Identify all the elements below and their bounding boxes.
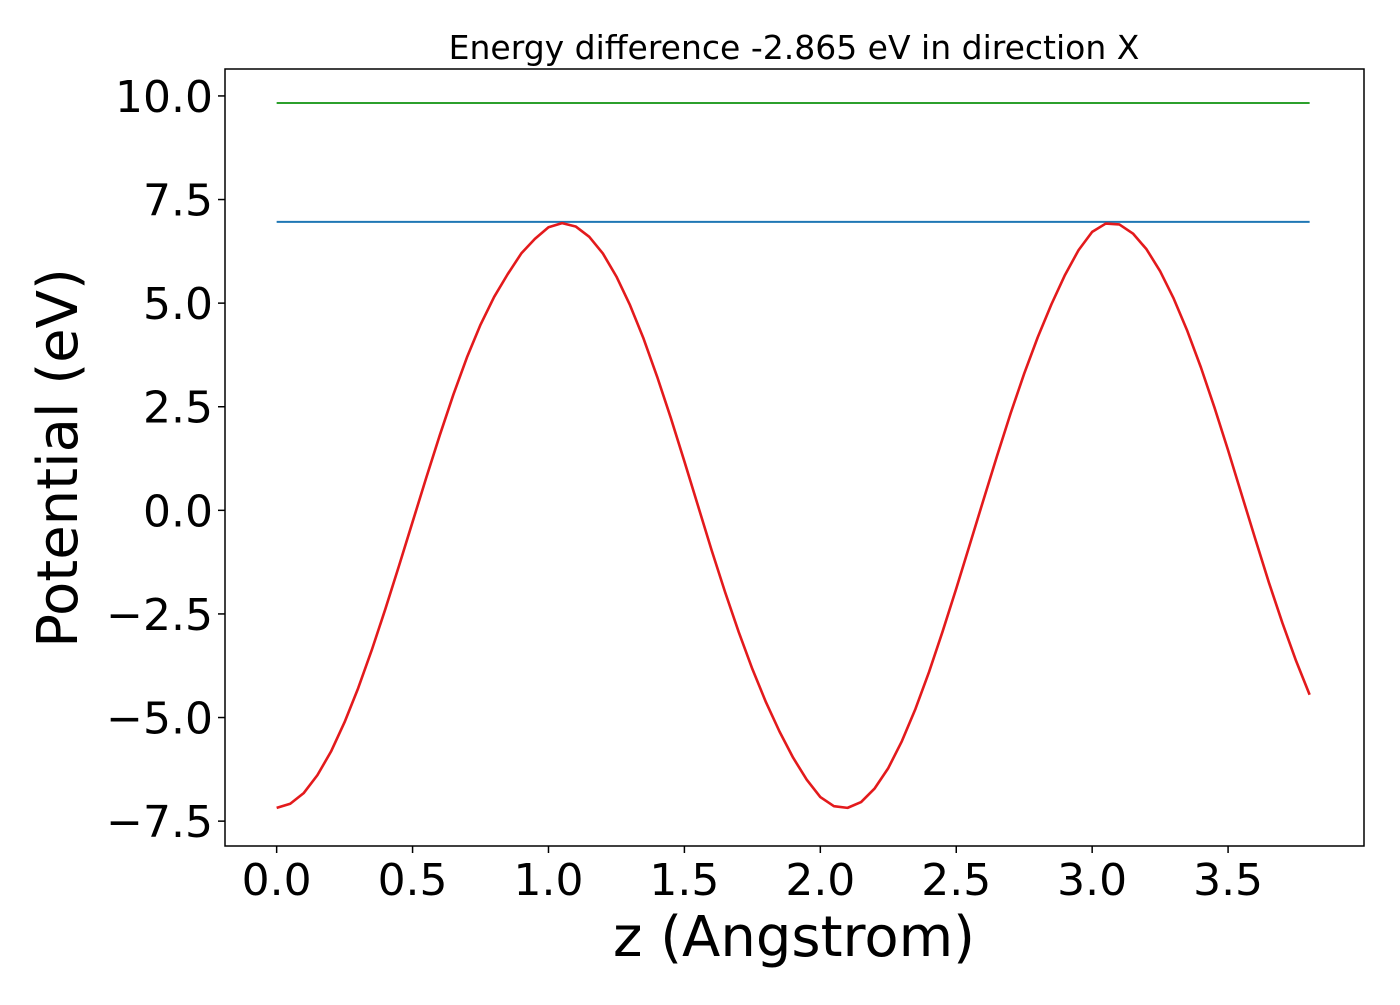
- y-tick-label: 5.0: [143, 279, 213, 330]
- x-axis-label: z (Angstrom): [613, 905, 975, 970]
- y-tick-label: 7.5: [143, 176, 213, 227]
- x-tick-label: 1.5: [649, 855, 719, 906]
- y-tick-label: −7.5: [106, 797, 213, 848]
- y-axis-ticks: −7.5 −5.0 −2.5 0.0 2.5 5.0 7.5 10.0: [106, 72, 225, 848]
- y-axis-label: Potential (eV): [26, 268, 91, 648]
- y-tick-label: 2.5: [143, 383, 213, 434]
- series-line-3: [276, 221, 1311, 810]
- series-layer: [276, 101, 1311, 810]
- x-tick-label: 1.0: [513, 855, 583, 906]
- y-tick-label: 10.0: [115, 72, 213, 123]
- chart-title: Energy difference -2.865 eV in direction…: [449, 28, 1140, 67]
- y-tick-label: −5.0: [106, 694, 213, 745]
- x-tick-label: 0.5: [378, 855, 448, 906]
- y-tick-label: −2.5: [106, 590, 213, 641]
- x-tick-label: 2.0: [785, 855, 855, 906]
- x-tick-label: 2.5: [921, 855, 991, 906]
- plot-frame: [224, 68, 1365, 847]
- x-tick-label: 3.5: [1193, 855, 1263, 906]
- x-tick-label: 3.0: [1057, 855, 1127, 906]
- y-tick-label: 0.0: [143, 486, 213, 537]
- x-axis-ticks: 0.0 0.5 1.0 1.5 2.0 2.5 3.0 3.5: [242, 846, 1263, 906]
- x-tick-label: 0.0: [242, 855, 312, 906]
